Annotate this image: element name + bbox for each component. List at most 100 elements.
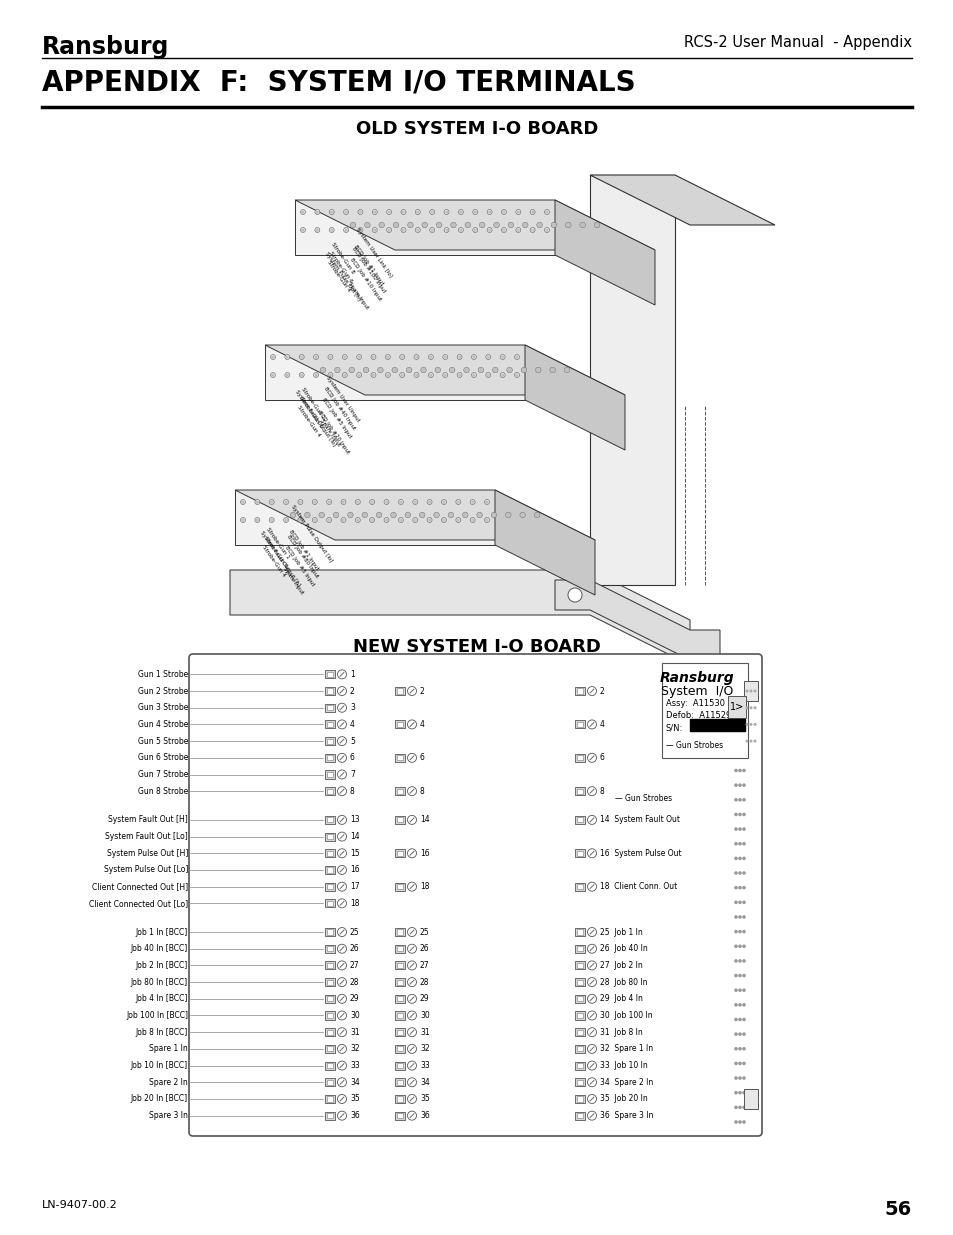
Bar	[325, 978, 335, 987]
Circle shape	[738, 930, 741, 934]
Text: 3: 3	[350, 703, 355, 713]
Circle shape	[587, 848, 596, 858]
Circle shape	[753, 740, 756, 742]
Bar	[326, 1046, 334, 1051]
Polygon shape	[294, 200, 655, 249]
Text: Gun 2 Strobe: Gun 2 Strobe	[137, 687, 188, 695]
Circle shape	[312, 517, 317, 522]
Circle shape	[385, 354, 390, 359]
Text: Spare 3 In: Spare 3 In	[149, 1112, 188, 1120]
Bar	[326, 1030, 334, 1035]
Circle shape	[385, 373, 390, 378]
Bar	[395, 1029, 404, 1036]
Circle shape	[734, 695, 737, 699]
Circle shape	[587, 1028, 596, 1036]
Circle shape	[738, 1105, 741, 1109]
Bar	[326, 1097, 334, 1102]
Circle shape	[347, 513, 353, 517]
Circle shape	[738, 871, 741, 874]
Bar	[396, 756, 403, 761]
Bar	[743, 680, 758, 701]
Bar	[325, 671, 335, 678]
Circle shape	[240, 517, 245, 522]
Bar	[395, 978, 404, 987]
Circle shape	[484, 499, 489, 505]
Bar	[326, 1013, 334, 1018]
Bar	[325, 816, 335, 824]
Circle shape	[299, 373, 304, 378]
Circle shape	[297, 499, 303, 505]
Circle shape	[587, 961, 596, 969]
Bar	[396, 1079, 403, 1084]
Circle shape	[734, 813, 737, 816]
Circle shape	[400, 210, 406, 215]
Circle shape	[434, 513, 439, 517]
Bar	[396, 818, 403, 823]
Circle shape	[476, 513, 482, 517]
Text: Ransburg: Ransburg	[42, 35, 170, 59]
Circle shape	[337, 787, 346, 795]
Circle shape	[340, 499, 346, 505]
Circle shape	[734, 1032, 737, 1036]
Text: 1: 1	[350, 669, 355, 679]
Circle shape	[594, 222, 599, 227]
Circle shape	[428, 354, 433, 359]
Text: Job 2 In [BCC]: Job 2 In [BCC]	[135, 961, 188, 969]
Text: 32: 32	[419, 1045, 429, 1053]
Bar	[575, 945, 584, 952]
Text: BCD Job #20 Input: BCD Job #20 Input	[316, 410, 350, 454]
Circle shape	[337, 1045, 346, 1053]
Circle shape	[522, 222, 527, 227]
Text: Gun 5 Strobe: Gun 5 Strobe	[137, 736, 188, 746]
Bar	[576, 1079, 583, 1084]
Text: 18  Client Conn. Out: 18 Client Conn. Out	[599, 882, 677, 892]
Circle shape	[337, 899, 346, 908]
Circle shape	[587, 720, 596, 729]
Circle shape	[738, 885, 741, 889]
Text: Strobe-Gun 4: Strobe-Gun 4	[261, 545, 286, 578]
Circle shape	[384, 517, 389, 522]
Circle shape	[318, 513, 324, 517]
Circle shape	[741, 680, 745, 684]
Circle shape	[734, 725, 737, 729]
Bar	[325, 771, 335, 778]
Text: Defob:  A11529: Defob: A11529	[665, 711, 731, 720]
Circle shape	[734, 740, 737, 743]
Text: 31: 31	[419, 1028, 429, 1036]
Circle shape	[734, 1003, 737, 1007]
Circle shape	[734, 666, 737, 669]
Bar	[325, 899, 335, 908]
Bar	[396, 851, 403, 856]
Text: 28: 28	[350, 978, 359, 987]
Text: 29: 29	[350, 994, 359, 1003]
Circle shape	[407, 1011, 416, 1020]
Circle shape	[738, 1018, 741, 1021]
Circle shape	[744, 689, 748, 693]
Bar	[395, 994, 404, 1003]
Circle shape	[328, 373, 333, 378]
Bar	[576, 851, 583, 856]
Circle shape	[419, 513, 424, 517]
Text: 27: 27	[419, 961, 429, 969]
Bar	[395, 961, 404, 969]
Text: System Fault Out [Lo]: System Fault Out [Lo]	[105, 832, 188, 841]
Circle shape	[741, 915, 745, 919]
Circle shape	[499, 373, 505, 378]
Bar	[325, 1095, 335, 1103]
Bar	[326, 756, 334, 761]
Circle shape	[457, 210, 463, 215]
Circle shape	[391, 513, 395, 517]
Circle shape	[487, 210, 492, 215]
Text: Gun 8 Strobe: Gun 8 Strobe	[137, 787, 188, 795]
Circle shape	[407, 994, 416, 1003]
Bar	[395, 1112, 404, 1120]
Bar	[727, 697, 745, 718]
Circle shape	[456, 499, 460, 505]
Circle shape	[297, 517, 303, 522]
Bar	[326, 1079, 334, 1084]
Circle shape	[734, 1047, 737, 1051]
Bar	[396, 789, 403, 794]
Text: 33  Job 10 In: 33 Job 10 In	[599, 1061, 647, 1070]
Circle shape	[505, 513, 511, 517]
Circle shape	[254, 517, 259, 522]
